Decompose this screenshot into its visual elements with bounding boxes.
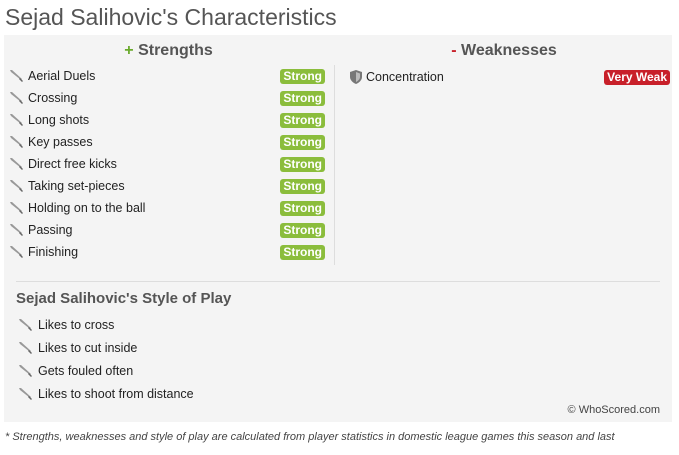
style-label: Likes to shoot from distance — [38, 387, 194, 401]
style-label: Gets fouled often — [38, 364, 134, 378]
weaknesses-column: - Weaknesses Concentration Very Weak — [334, 42, 673, 265]
level-badge: Strong — [280, 179, 325, 194]
strength-row: Crossing Strong — [4, 87, 333, 109]
weakness-row: Concentration Very Weak — [335, 66, 673, 88]
sword-icon — [19, 319, 32, 331]
strength-row: Key passes Strong — [4, 131, 333, 153]
strength-label: Direct free kicks — [28, 157, 117, 171]
sword-icon — [19, 365, 32, 377]
strength-label: Taking set-pieces — [28, 179, 125, 193]
level-badge: Strong — [280, 201, 325, 216]
strengths-column: + Strengths Aerial Duels Strong Crossing St… — [4, 35, 333, 263]
strength-row: Aerial Duels Strong — [4, 65, 333, 87]
level-badge: Strong — [280, 113, 325, 128]
style-heading: Sejad Salihovic's Style of Play — [16, 290, 232, 307]
sword-icon — [10, 158, 23, 170]
level-badge: Very Weak — [604, 70, 670, 85]
sword-icon — [10, 224, 23, 236]
level-badge: Strong — [280, 157, 325, 172]
minus-sign: - — [451, 42, 457, 59]
style-item: Likes to cross — [16, 314, 660, 337]
level-badge: Strong — [280, 223, 325, 238]
sword-icon — [10, 92, 23, 104]
strength-row: Holding on to the ball Strong — [4, 197, 333, 219]
strength-row: Passing Strong — [4, 219, 333, 241]
shield-icon — [350, 70, 362, 84]
sword-icon — [10, 114, 23, 126]
footnote: * Strengths, weaknesses and style of pla… — [5, 431, 615, 443]
strength-label: Key passes — [28, 135, 93, 149]
style-of-play-section: Sejad Salihovic's Style of Play Likes to… — [16, 281, 660, 406]
style-item: Gets fouled often — [16, 360, 660, 383]
level-badge: Strong — [280, 135, 325, 150]
copyright: © WhoScored.com — [567, 404, 660, 416]
style-label: Likes to cross — [38, 318, 115, 332]
strength-row: Taking set-pieces Strong — [4, 175, 333, 197]
strength-row: Long shots Strong — [4, 109, 333, 131]
strength-label: Holding on to the ball — [28, 201, 146, 215]
strength-label: Finishing — [28, 245, 79, 259]
page-title: Sejad Salihovic's Characteristics — [5, 4, 337, 30]
characteristics-panel: + Strengths Aerial Duels Strong Crossing St… — [4, 35, 672, 422]
weaknesses-heading: - Weaknesses — [335, 35, 673, 65]
sword-icon — [10, 136, 23, 148]
strength-label: Aerial Duels — [28, 69, 96, 83]
strengths-heading: + Strengths — [4, 35, 333, 65]
level-badge: Strong — [280, 245, 325, 260]
style-item: Likes to cut inside — [16, 337, 660, 360]
strength-label: Passing — [28, 223, 73, 237]
strength-label: Crossing — [28, 91, 78, 105]
style-item: Likes to shoot from distance — [16, 383, 660, 406]
strength-row: Direct free kicks Strong — [4, 153, 333, 175]
level-badge: Strong — [280, 69, 325, 84]
style-label: Likes to cut inside — [38, 341, 138, 355]
weaknesses-heading-label: Weaknesses — [461, 42, 557, 59]
strength-label: Long shots — [28, 113, 90, 127]
level-badge: Strong — [280, 91, 325, 106]
sword-icon — [10, 70, 23, 82]
strength-row: Finishing Strong — [4, 241, 333, 263]
plus-sign: + — [124, 42, 134, 59]
sword-icon — [10, 246, 23, 258]
strengths-heading-label: Strengths — [138, 42, 213, 59]
sword-icon — [19, 388, 32, 400]
weakness-label: Concentration — [366, 70, 444, 84]
sword-icon — [19, 342, 32, 354]
sword-icon — [10, 202, 23, 214]
sword-icon — [10, 180, 23, 192]
